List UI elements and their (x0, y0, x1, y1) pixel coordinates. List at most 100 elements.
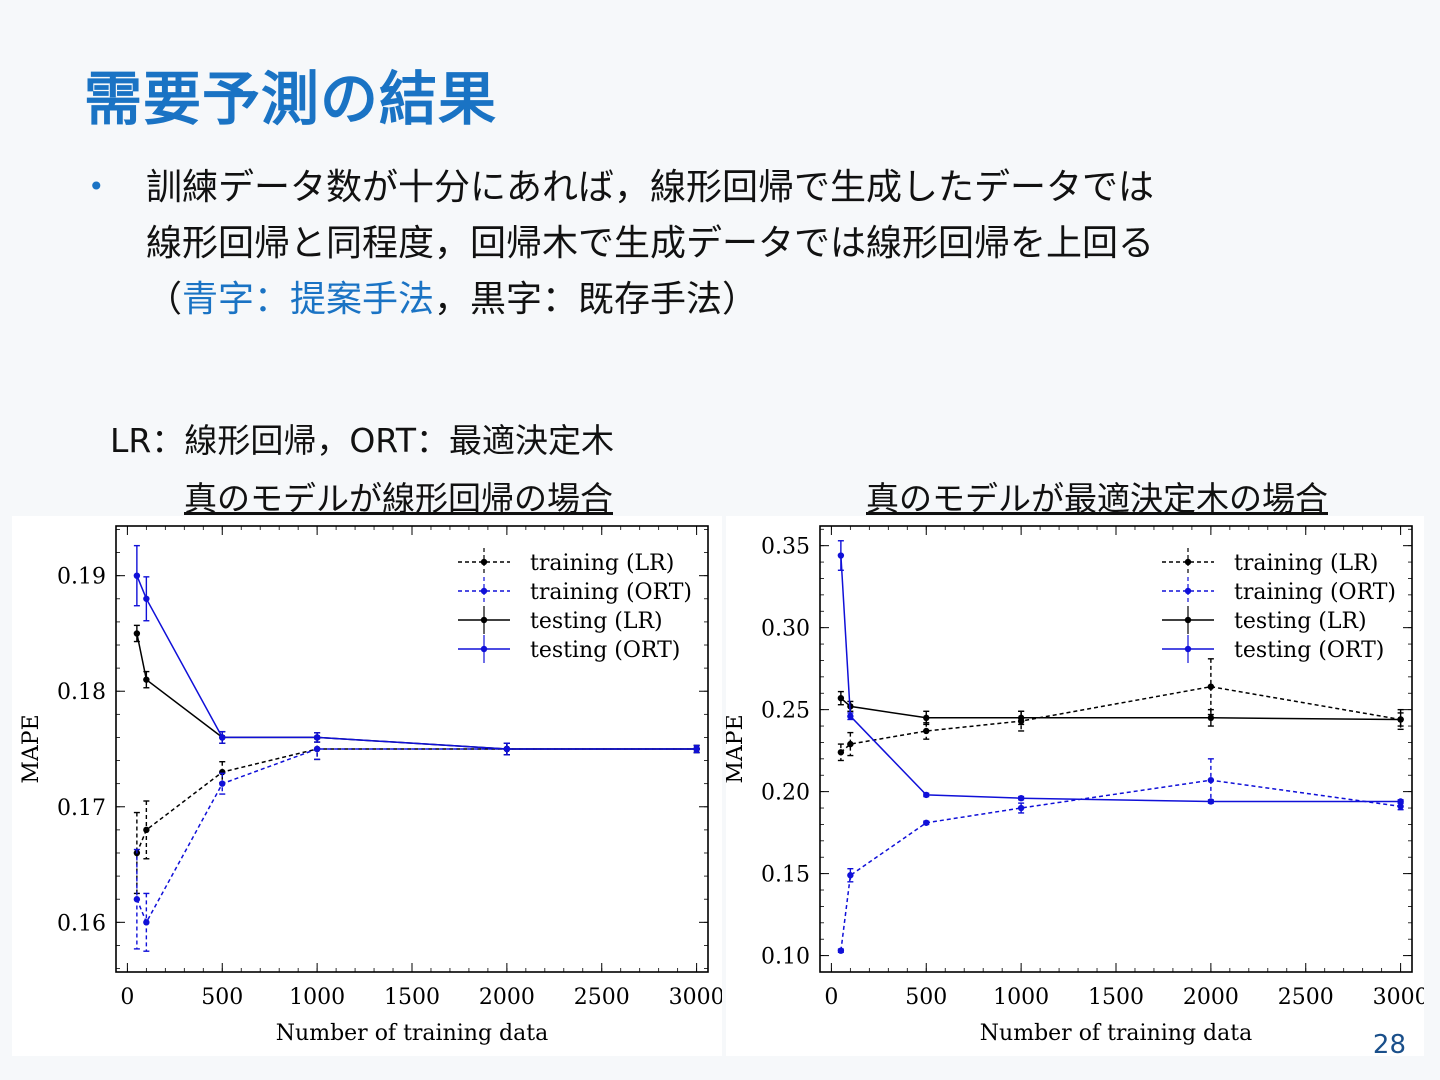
x-tick-label: 1000 (993, 985, 1049, 1010)
x-tick-label: 500 (905, 985, 947, 1010)
x-tick-label: 2000 (479, 985, 535, 1010)
chart-tree-model: 0 500 1000 1500 2000 2500 3000 0.10 0.15 0.20 0.25… (723, 516, 1429, 1056)
chart-tree-svg: 0 500 1000 1500 2000 2500 3000 0.10 0.15 0.20 0.25… (723, 525, 1429, 1046)
data-point (837, 749, 845, 756)
x-axis-label: Number of training data (276, 1021, 548, 1046)
data-point (133, 630, 141, 637)
data-point (1207, 776, 1215, 784)
legend-marker (480, 616, 488, 624)
data-point (133, 896, 141, 903)
series-line (136, 748, 697, 925)
legend-label: training (ORT) (530, 580, 692, 605)
series-line (136, 575, 697, 750)
legend-marker (1184, 616, 1192, 624)
bullet-line-1: 訓練データ数が十分にあれば，線形回帰で生成したデータでは (146, 167, 1155, 208)
y-axis-label: MAPE (726, 714, 748, 783)
legend-marker (1184, 645, 1192, 653)
chart-linear-model: 0 500 1000 1500 2000 2500 3000 0.16 0.17 0.18 0.19… (12, 516, 725, 1056)
y-tick-label: 0.10 (761, 945, 810, 970)
data-point (923, 714, 930, 722)
data-point (1207, 798, 1215, 805)
data-point (1017, 714, 1025, 722)
legend-label: training (ORT) (1234, 580, 1396, 605)
data-point (1397, 803, 1404, 810)
x-tick-label: 3000 (1373, 985, 1424, 1010)
x-tick-label: 2500 (574, 985, 630, 1010)
x-tick-label: 3000 (669, 985, 722, 1010)
data-point (693, 745, 700, 753)
data-point (1207, 714, 1215, 722)
data-point (503, 745, 511, 753)
legend-marker (1184, 587, 1192, 595)
x-tick-label: 1000 (289, 985, 345, 1010)
x-tick-label: 2000 (1183, 985, 1239, 1010)
legend-label: testing (LR) (530, 609, 663, 634)
data-point (1207, 683, 1215, 690)
data-point (1397, 798, 1404, 805)
data-point (143, 676, 150, 683)
y-tick-label: 0.25 (761, 699, 810, 724)
data-point (923, 727, 930, 735)
caption-linear: 真のモデルが線形回帰の場合 (184, 479, 613, 518)
data-point (143, 826, 150, 834)
bullet-line-2: 線形回帰と同程度，回帰木で生成データでは線形回帰を上回る (146, 223, 1155, 264)
y-tick-label: 0.35 (761, 535, 810, 560)
data-point (133, 572, 141, 579)
data-point (847, 872, 854, 879)
slide-title: 需要予測の結果 (84, 65, 498, 133)
legend-label: training (LR) (1234, 551, 1378, 576)
data-point (313, 745, 321, 753)
x-tick-label: 500 (201, 985, 243, 1010)
series-line (136, 748, 697, 854)
bullet-marker: • (88, 170, 105, 203)
chart-linear-svg: 0 500 1000 1500 2000 2500 3000 0.16 0.17 0.18 0.19… (19, 525, 725, 1046)
legend-marker (480, 558, 488, 566)
x-tick-label: 1500 (384, 985, 440, 1010)
bullet-line-3-blue: 青字：提案手法 (182, 279, 435, 320)
data-point (837, 694, 845, 702)
legend-label: testing (ORT) (1234, 638, 1384, 663)
legend-marker (1184, 558, 1192, 566)
x-tick-label: 0 (120, 985, 134, 1010)
bullet-text: 訓練データ数が十分にあれば，線形回帰で生成したデータでは 線形回帰と同程度，回帰… (146, 160, 1154, 328)
data-point (847, 713, 854, 720)
data-point (313, 734, 321, 741)
data-point (1017, 804, 1025, 812)
y-tick-label: 0.30 (761, 617, 810, 642)
caption-tree: 真のモデルが最適決定木の場合 (866, 479, 1328, 518)
x-tick-label: 2500 (1278, 985, 1334, 1010)
legend-marker (480, 645, 488, 653)
x-tick-label: 1500 (1088, 985, 1144, 1010)
legend-marker (480, 587, 488, 595)
data-point (847, 740, 854, 748)
data-point (219, 734, 226, 741)
x-tick-label: 0 (824, 985, 838, 1010)
data-point (143, 919, 150, 926)
bullet-line-3-rest: ，黒字：既存手法） (434, 279, 759, 320)
data-point (837, 552, 845, 559)
y-tick-label: 0.17 (57, 796, 106, 821)
bullet-line-3-open: （ (146, 279, 183, 320)
y-axis-label: MAPE (19, 714, 44, 783)
data-point (837, 947, 845, 954)
data-point (219, 780, 226, 787)
y-tick-label: 0.20 (761, 781, 810, 806)
y-tick-label: 0.19 (57, 565, 106, 590)
series-line (840, 555, 1401, 803)
series-line (840, 779, 1401, 951)
data-point (1397, 716, 1404, 723)
y-tick-label: 0.18 (57, 680, 106, 705)
bullet-line-3: （青字：提案手法，黒字：既存手法） (146, 272, 1154, 328)
x-axis-label: Number of training data (980, 1021, 1252, 1046)
data-point (923, 819, 930, 826)
legend-label: training (LR) (530, 551, 674, 576)
y-tick-label: 0.16 (57, 911, 106, 936)
data-point (923, 791, 930, 799)
abbreviation-note: LR：線形回帰，ORT：最適決定木 (110, 421, 614, 460)
y-tick-label: 0.15 (761, 863, 810, 888)
legend-label: testing (LR) (1234, 609, 1367, 634)
data-point (143, 595, 150, 602)
data-point (1017, 794, 1025, 802)
legend-label: testing (ORT) (530, 638, 680, 663)
page-number: 28 (1372, 1030, 1406, 1060)
